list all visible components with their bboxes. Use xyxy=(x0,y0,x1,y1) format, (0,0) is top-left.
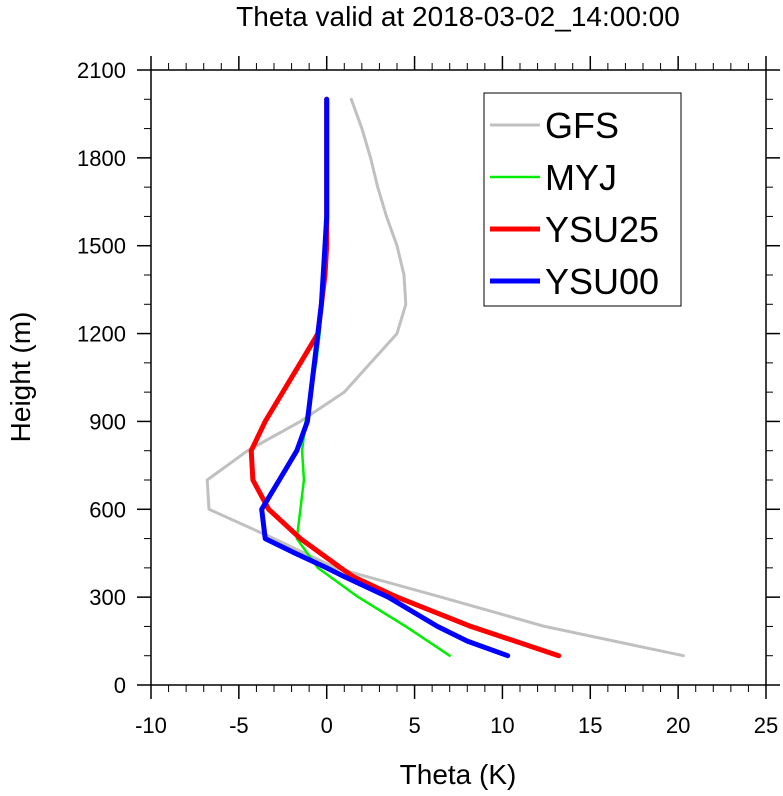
legend: GFS MYJ YSU25 YSU00 xyxy=(483,92,682,307)
x-axis-label: Theta (K) xyxy=(400,759,517,790)
axis-ticks xyxy=(137,56,780,699)
x-tick-label: 10 xyxy=(490,713,514,738)
y-tick-label: 900 xyxy=(89,409,126,434)
plot-frame xyxy=(150,69,767,686)
series-line-gfs xyxy=(205,97,685,658)
legend-label-ysu25: YSU25 xyxy=(545,209,659,250)
y-tick-label: 1500 xyxy=(77,234,126,259)
legend-label-ysu00: YSU00 xyxy=(545,261,659,302)
series-lines xyxy=(205,96,685,659)
axis-tick-labels: -10 -5 0 5 10 15 20 25 0 300 600 900 1200 1500 1800 210… xyxy=(77,58,778,738)
legend-label-myj: MYJ xyxy=(545,157,617,198)
y-tick-label: 2100 xyxy=(77,58,126,83)
series-line-ysu00 xyxy=(259,96,511,659)
y-tick-label: 600 xyxy=(89,497,126,522)
y-tick-label: 0 xyxy=(114,673,126,698)
x-tick-label: 20 xyxy=(666,713,690,738)
x-tick-label: -5 xyxy=(229,713,249,738)
y-axis-label: Height (m) xyxy=(5,312,36,443)
x-tick-label: 25 xyxy=(754,713,778,738)
x-tick-label: 0 xyxy=(321,713,333,738)
y-tick-label: 300 xyxy=(89,585,126,610)
legend-box xyxy=(483,92,682,307)
y-tick-label: 1200 xyxy=(77,322,126,347)
y-tick-label: 1800 xyxy=(77,146,126,171)
chart-title: Theta valid at 2018-03-02_14:00:00 xyxy=(236,1,680,32)
x-tick-label: -10 xyxy=(135,713,167,738)
x-tick-label: 15 xyxy=(578,713,602,738)
legend-label-gfs: GFS xyxy=(545,105,619,146)
series-line-myj xyxy=(295,98,451,657)
x-tick-label: 5 xyxy=(408,713,420,738)
